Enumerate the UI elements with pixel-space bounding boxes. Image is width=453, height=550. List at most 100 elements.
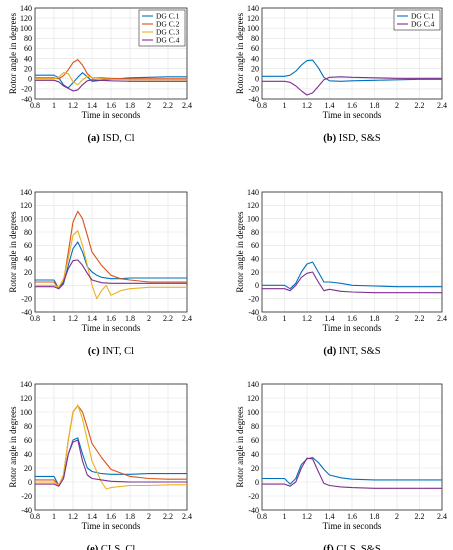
y-tick-label: 0 (255, 75, 259, 84)
y-tick-label: 140 (247, 4, 259, 13)
x-tick-label: 1.6 (347, 512, 357, 521)
x-tick-label: 0.8 (257, 512, 267, 521)
y-tick-label: 80 (24, 34, 32, 43)
series-line-dg-c-4 (35, 79, 187, 92)
series-line-dg-c-3 (35, 230, 187, 300)
x-tick-label: 1 (283, 314, 287, 323)
y-tick-label: 100 (20, 408, 32, 417)
y-axis-label: Rotor angle in degrees (8, 12, 18, 94)
x-tick-label: 1.4 (87, 101, 97, 110)
y-tick-label: 60 (24, 436, 32, 445)
y-tick-label: 20 (251, 64, 259, 73)
caption-text: ISD, Cl (100, 133, 135, 144)
x-tick-label: 2 (395, 314, 399, 323)
y-tick-label: 0 (28, 75, 32, 84)
x-axis-label: Time in seconds (82, 521, 141, 531)
panel-caption: (f) CLS, S&S (323, 544, 381, 550)
series-line-dg-c-4 (35, 259, 187, 290)
x-tick-label: 1.4 (325, 314, 335, 323)
caption-text: CLS, S&S (334, 544, 381, 550)
x-tick-label: 2.2 (163, 101, 173, 110)
x-tick-label: 1.8 (370, 101, 380, 110)
x-tick-label: 2.2 (415, 101, 425, 110)
x-tick-label: 1.2 (302, 101, 312, 110)
x-tick-label: 1.4 (325, 512, 335, 521)
x-tick-label: 1.2 (302, 512, 312, 521)
y-tick-label: 140 (20, 188, 32, 197)
legend: DG C.1DG C.4 (393, 9, 441, 31)
caption-letter: (d) (323, 346, 336, 357)
caption-text: INT, S&S (336, 346, 381, 357)
series-line-dg-c-1 (262, 456, 442, 485)
legend-entry: DG C.4 (411, 20, 435, 29)
y-tick-label: 20 (24, 64, 32, 73)
series-line-dg-c-4 (262, 271, 442, 294)
x-tick-label: 2 (395, 101, 399, 110)
y-tick-label: 60 (251, 436, 259, 445)
x-tick-label: 1.8 (370, 314, 380, 323)
panel-caption: (c) INT, Cl (88, 346, 134, 357)
series-line-dg-c-4 (262, 76, 442, 96)
y-tick-label: 40 (251, 254, 259, 263)
y-tick-label: 120 (20, 201, 32, 210)
y-tick-label: 60 (24, 44, 32, 53)
series-line-dg-c-1 (35, 241, 187, 290)
x-tick-label: 1.2 (302, 314, 312, 323)
y-tick-label: 80 (24, 422, 32, 431)
y-tick-label: 0 (255, 281, 259, 290)
x-tick-label: 1.2 (68, 101, 78, 110)
y-tick-label: 0 (255, 478, 259, 487)
y-axis-label: Rotor angle in degrees (8, 211, 18, 293)
caption-text: CLS, Cl (98, 544, 135, 550)
plot-frame (261, 383, 443, 511)
y-tick-label: 140 (247, 380, 259, 389)
caption-text: ISD, S&S (336, 133, 381, 144)
x-tick-label: 1.6 (347, 314, 357, 323)
y-tick-label: 80 (251, 34, 259, 43)
x-tick-label: 2.2 (415, 314, 425, 323)
x-tick-label: 1.2 (68, 512, 78, 521)
y-axis-label: Rotor angle in degrees (8, 406, 18, 488)
y-tick-label: 0 (28, 281, 32, 290)
y-tick-label: 80 (251, 422, 259, 431)
x-tick-label: 0.8 (30, 512, 40, 521)
x-tick-label: 0.8 (257, 314, 267, 323)
x-tick-label: 2.4 (182, 512, 192, 521)
y-tick-label: -20 (21, 294, 32, 303)
x-tick-label: 2 (147, 314, 151, 323)
x-tick-label: 1.8 (125, 101, 135, 110)
chart-panel-c: -40 -20 0 20 40 60 80 100 120 140 0.8 1 1.2 1.4 1.6 1.8… (8, 188, 192, 357)
x-tick-label: 1.4 (325, 101, 335, 110)
x-axis-label: Time in seconds (323, 323, 382, 333)
x-tick-label: 2.2 (163, 314, 173, 323)
y-tick-label: 40 (251, 54, 259, 63)
x-tick-label: 2.4 (437, 314, 447, 323)
y-tick-label: -20 (248, 492, 259, 501)
caption-letter: (f) (323, 544, 334, 550)
y-tick-label: 60 (251, 241, 259, 250)
plot-frame (261, 191, 443, 313)
y-tick-label: -40 (21, 95, 32, 104)
caption-letter: (c) (88, 346, 100, 357)
y-axis-label: Rotor angle in degrees (235, 12, 245, 94)
x-tick-label: 0.8 (30, 101, 40, 110)
y-tick-label: 100 (247, 408, 259, 417)
y-tick-label: 60 (251, 44, 259, 53)
y-tick-label: 60 (24, 241, 32, 250)
legend-entry: DG C.4 (156, 36, 180, 45)
x-tick-label: 1.6 (106, 101, 116, 110)
y-tick-label: -40 (248, 95, 259, 104)
y-tick-label: 20 (251, 464, 259, 473)
y-tick-label: -40 (21, 308, 32, 317)
y-tick-label: 40 (24, 54, 32, 63)
x-tick-label: 1 (283, 101, 287, 110)
y-tick-label: 120 (247, 14, 259, 23)
x-tick-label: 1.6 (347, 101, 357, 110)
panel-caption: (a) ISD, Cl (88, 133, 135, 144)
legend: DG C.1DG C.2DG C.3DG C.4 (138, 9, 186, 47)
y-tick-label: 0 (28, 478, 32, 487)
y-tick-label: 120 (20, 14, 32, 23)
x-tick-label: 1.8 (370, 512, 380, 521)
